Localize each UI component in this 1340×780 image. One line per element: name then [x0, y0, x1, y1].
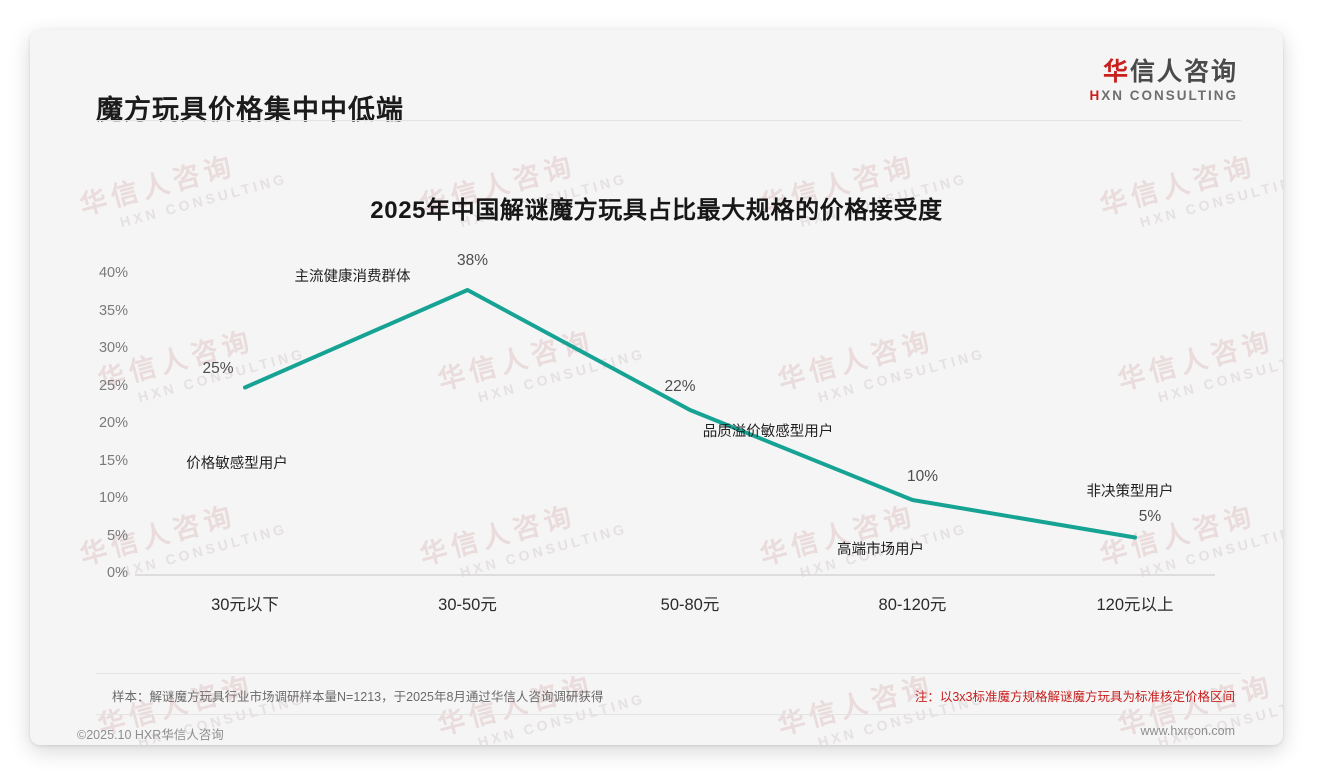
- sample-note: 样本：解谜魔方玩具行业市场调研样本量N=1213，于2025年8月通过华信人咨询…: [112, 690, 604, 704]
- data-point-annotation: 价格敏感型用户: [186, 455, 288, 472]
- y-axis-tick-label: 25%: [98, 377, 128, 394]
- copyright-text: ©2025.10 HXR华信人咨询: [77, 728, 224, 742]
- x-axis-tick-label: 120元以上: [1096, 596, 1174, 614]
- y-axis-tick-label: 0%: [107, 565, 128, 581]
- logo-cn-accent-char: 华: [1102, 58, 1130, 86]
- logo-chinese-text: 华信人咨询: [1090, 58, 1239, 86]
- x-axis-tick-label: 80-120元: [878, 596, 947, 614]
- data-point-value-label: 25%: [202, 359, 234, 377]
- slide-card: 华信人咨询 HXN CONSULTING 华信人咨询 HXN CONSULTING 华信…: [30, 30, 1283, 745]
- y-axis-tick-label: 40%: [98, 265, 128, 281]
- data-point-value-label: 5%: [1138, 507, 1162, 525]
- header-divider: [96, 120, 1241, 121]
- y-axis-tick-label: 10%: [98, 490, 128, 506]
- y-axis-tick-label: 20%: [98, 415, 128, 431]
- y-axis-tick-label: 5%: [107, 527, 128, 544]
- x-axis-tick-label: 50-80元: [660, 596, 720, 614]
- y-axis-tick-label: 35%: [98, 302, 128, 319]
- data-point-annotation: 高端市场用户: [837, 542, 924, 558]
- data-point-value-label: 22%: [664, 378, 696, 395]
- notes-band: 样本：解谜魔方玩具行业市场调研样本量N=1213，于2025年8月通过华信人咨询…: [96, 673, 1241, 715]
- data-point-annotation: 非决策型用户: [1086, 483, 1174, 500]
- data-point-annotation: 主流健康消费群体: [294, 269, 411, 285]
- x-axis-tick-label: 30元以下: [211, 596, 279, 614]
- data-point-value-label: 38%: [456, 252, 489, 269]
- slide-footer: ©2025.10 HXR华信人咨询 www.hxrcon.com: [30, 722, 1283, 745]
- slide-header: 魔方玩具价格集中中低端 华信人咨询 HXN CONSULTING: [30, 30, 1283, 125]
- data-point-value-label: 10%: [906, 468, 939, 485]
- y-axis-tick-label: 30%: [98, 340, 128, 356]
- data-series-line: [243, 288, 1137, 540]
- logo-cn-rest: 信人咨询: [1129, 58, 1238, 86]
- x-axis-tick-label: 30-50元: [438, 596, 497, 614]
- website-text: www.hxrcon.com: [1140, 724, 1235, 738]
- chart-title: 2025年中国解谜魔方玩具占比最大规格的价格接受度: [370, 197, 943, 224]
- logo-en-rest: XN CONSULTING: [1101, 88, 1238, 103]
- logo-english-text: HXN CONSULTING: [1090, 88, 1239, 103]
- line-chart: 0% 5% 10% 15% 20% 25% 30% 35% 40% 30元以下 30-50元 50-8…: [30, 30, 1283, 745]
- remark-note: 注：以3x3标准魔方规格解谜魔方玩具为标准核定价格区间: [914, 690, 1235, 704]
- company-logo: 华信人咨询 HXN CONSULTING: [1090, 58, 1239, 103]
- logo-en-accent-char: H: [1089, 88, 1102, 103]
- data-point-annotation: 品质溢价敏感型用户: [702, 424, 834, 440]
- y-axis-tick-label: 15%: [98, 452, 128, 469]
- chart-canvas: [135, 288, 1215, 576]
- page-title: 魔方玩具价格集中中低端: [96, 95, 404, 125]
